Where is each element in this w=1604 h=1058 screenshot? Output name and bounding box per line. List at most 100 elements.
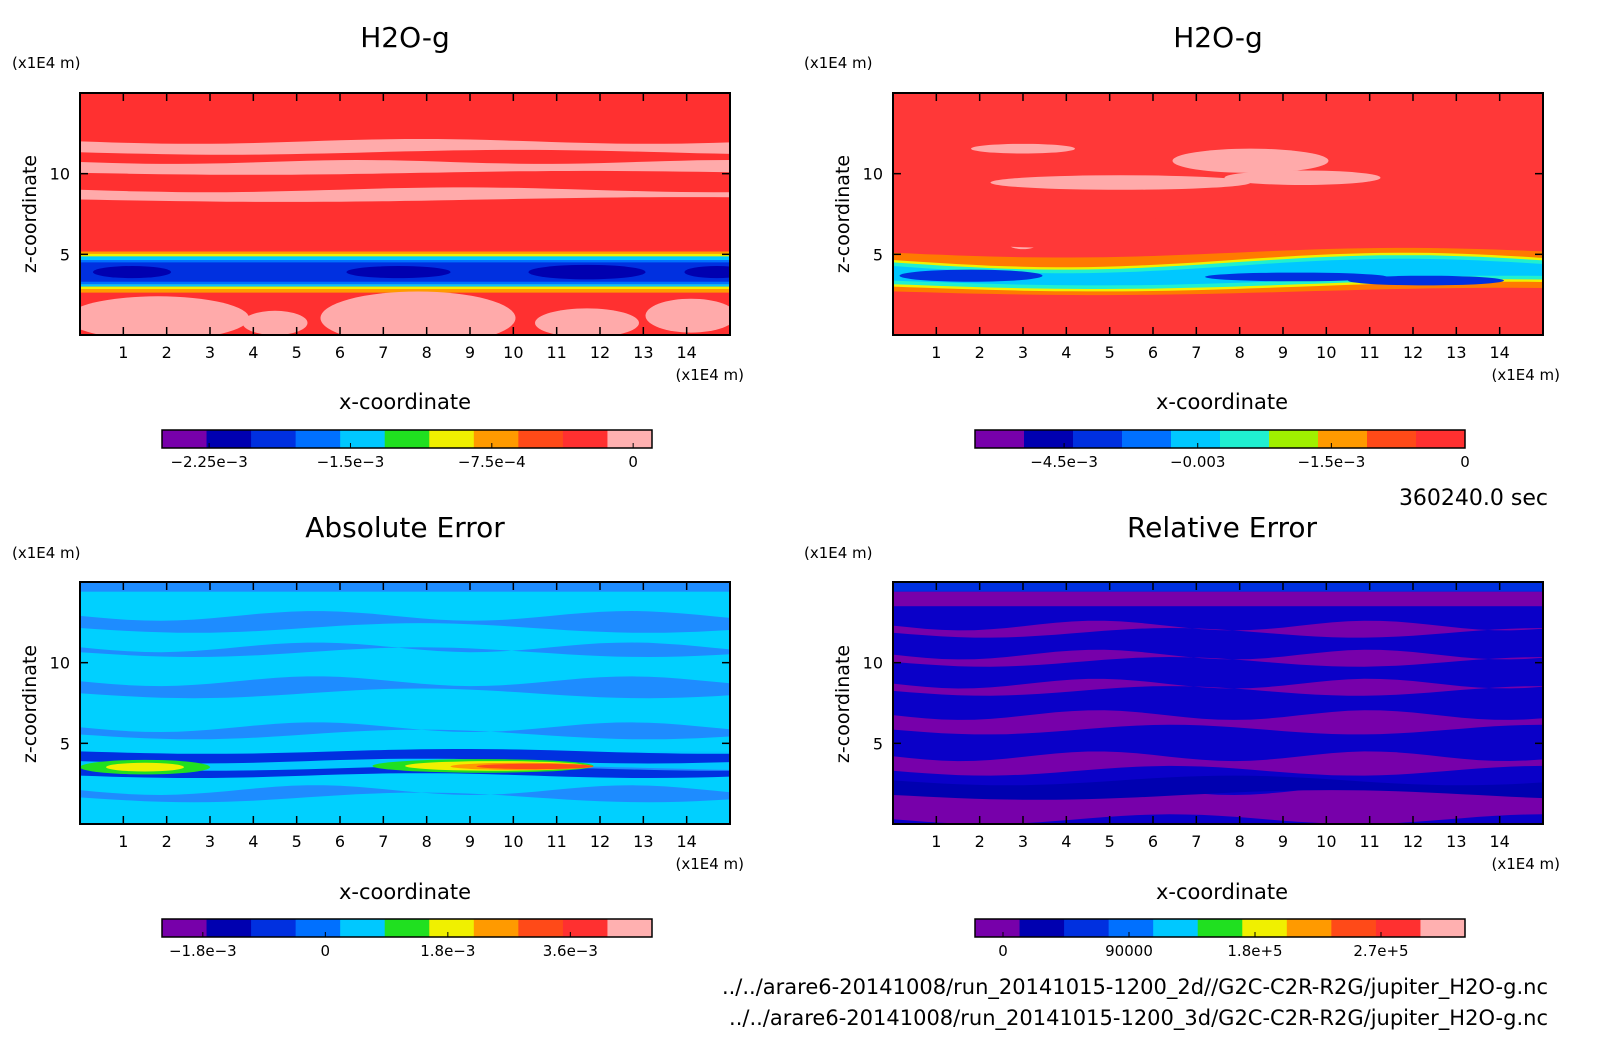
x-tick-label: 8 bbox=[422, 832, 432, 851]
colorbar-swatch bbox=[251, 430, 297, 448]
colorbar-tick-label: 90000 bbox=[1105, 942, 1153, 960]
colorbar-tick-label: −1.8e−3 bbox=[169, 942, 237, 960]
y-axis-label: z-coordinate bbox=[832, 155, 854, 273]
colorbar-swatch bbox=[1064, 919, 1110, 937]
colorbar-swatch bbox=[518, 919, 564, 937]
contour-band bbox=[893, 620, 1543, 638]
x-tick-label: 6 bbox=[335, 343, 345, 362]
colorbar-tick-label: 0 bbox=[628, 453, 638, 471]
x-tick-label: 4 bbox=[248, 343, 258, 362]
colorbar-swatch bbox=[1220, 430, 1270, 448]
contour-plot-area bbox=[892, 581, 1544, 825]
y-tick-label: 10 bbox=[50, 654, 70, 673]
contour-blob bbox=[535, 308, 639, 335]
contour-band bbox=[893, 258, 1543, 286]
colorbar-frame bbox=[974, 918, 1466, 938]
contour-band bbox=[893, 775, 1543, 800]
contour-blob bbox=[684, 266, 730, 279]
contour-band bbox=[80, 256, 730, 260]
contour-fill bbox=[80, 93, 730, 335]
colorbar-swatch bbox=[1331, 919, 1377, 937]
colorbar-swatch bbox=[251, 919, 297, 937]
x-tick-label: 8 bbox=[422, 343, 432, 362]
contour-blob bbox=[242, 310, 308, 335]
x-tick-label: 14 bbox=[1489, 343, 1509, 362]
x-tick-label: 7 bbox=[378, 343, 388, 362]
contour-blob bbox=[80, 296, 249, 335]
y-axis-label: z-coordinate bbox=[19, 155, 41, 273]
contour-band bbox=[80, 284, 730, 287]
contour-blob bbox=[346, 266, 451, 279]
colorbar-swatch bbox=[1122, 430, 1172, 448]
contour-band bbox=[893, 649, 1543, 667]
colorbar-swatch bbox=[1197, 919, 1243, 937]
x-tick-label: 10 bbox=[1316, 832, 1336, 851]
contour-blob bbox=[971, 143, 1075, 154]
colorbar-tick-label: 1.8e−3 bbox=[420, 942, 475, 960]
colorbar-swatch bbox=[162, 430, 208, 448]
contour-plot-area bbox=[892, 92, 1544, 336]
x-tick-label: 9 bbox=[1278, 343, 1288, 362]
colorbar-swatch bbox=[1318, 430, 1368, 448]
colorbar-swatch bbox=[607, 430, 653, 448]
colorbar-tick-label: 0 bbox=[321, 942, 331, 960]
x-unit-label: (x1E4 m) bbox=[675, 366, 744, 384]
contour-band bbox=[893, 678, 1543, 696]
x-tick-label: 5 bbox=[1105, 343, 1115, 362]
contour-blob bbox=[1348, 275, 1504, 286]
panel-h2o-2d: H2O-g (x1E4 m) z-coordinate 1 2 3 4 5 6 7 8 9 10 1… bbox=[12, 21, 744, 471]
contour-band bbox=[80, 286, 730, 289]
x-tick-label: 5 bbox=[292, 343, 302, 362]
colorbar-swatch bbox=[1153, 919, 1199, 937]
x-tick-label: 14 bbox=[1489, 832, 1509, 851]
colorbar-swatch bbox=[1286, 919, 1332, 937]
x-tick-label: 1 bbox=[931, 343, 941, 362]
x-tick-label: 5 bbox=[1105, 832, 1115, 851]
colorbar-frame bbox=[974, 429, 1466, 449]
x-tick-label: 3 bbox=[205, 832, 215, 851]
x-axis-label: x-coordinate bbox=[339, 880, 471, 904]
colorbar: 0 90000 1.8e+5 2.7e+5 bbox=[974, 918, 1466, 960]
colorbar-swatch bbox=[473, 919, 519, 937]
colorbar: −1.8e−3 0 1.8e−3 3.6e−3 bbox=[161, 918, 653, 960]
contour-band bbox=[80, 722, 730, 740]
colorbar-tick-label: −1.5e−3 bbox=[1297, 453, 1365, 471]
contour-blob bbox=[528, 264, 646, 280]
colorbar-tick-label: 0 bbox=[998, 942, 1008, 960]
x-tick-label: 2 bbox=[162, 832, 172, 851]
colorbar-frame bbox=[161, 918, 653, 938]
colorbar-swatch bbox=[162, 919, 208, 937]
x-tick-label: 3 bbox=[1018, 343, 1028, 362]
contour-band bbox=[893, 591, 1543, 607]
x-tick-label: 9 bbox=[1278, 832, 1288, 851]
y-unit-label: (x1E4 m) bbox=[804, 54, 873, 72]
colorbar-swatch bbox=[1019, 919, 1065, 937]
contour-band bbox=[80, 582, 730, 592]
x-tick-label: 2 bbox=[975, 832, 985, 851]
contour-blob bbox=[1172, 148, 1329, 173]
colorbar-swatch bbox=[607, 919, 653, 937]
plot-frame bbox=[892, 92, 1544, 336]
colorbar-swatch bbox=[295, 430, 341, 448]
colorbar-swatch bbox=[1171, 430, 1221, 448]
colorbar-swatch bbox=[1024, 430, 1074, 448]
colorbar-swatch bbox=[429, 430, 475, 448]
colorbar-swatch bbox=[1420, 919, 1466, 937]
colorbar: −2.25e−3 −1.5e−3 −7.5e−4 0 bbox=[161, 429, 653, 471]
contour-plot-area bbox=[79, 92, 731, 336]
x-tick-label: 9 bbox=[465, 343, 475, 362]
colorbar-tick-label: −0.003 bbox=[1170, 453, 1226, 471]
colorbar: −4.5e−3 −0.003 −1.5e−3 0 bbox=[974, 429, 1470, 471]
x-tick-label: 14 bbox=[676, 832, 696, 851]
x-tick-label: 7 bbox=[1191, 832, 1201, 851]
contour-band bbox=[893, 710, 1543, 735]
x-unit-label: (x1E4 m) bbox=[1491, 366, 1560, 384]
colorbar-swatch bbox=[295, 919, 341, 937]
y-unit-label: (x1E4 m) bbox=[12, 54, 81, 72]
contour-band bbox=[80, 139, 730, 155]
x-tick-label: 10 bbox=[503, 343, 523, 362]
contour-band bbox=[893, 751, 1543, 776]
